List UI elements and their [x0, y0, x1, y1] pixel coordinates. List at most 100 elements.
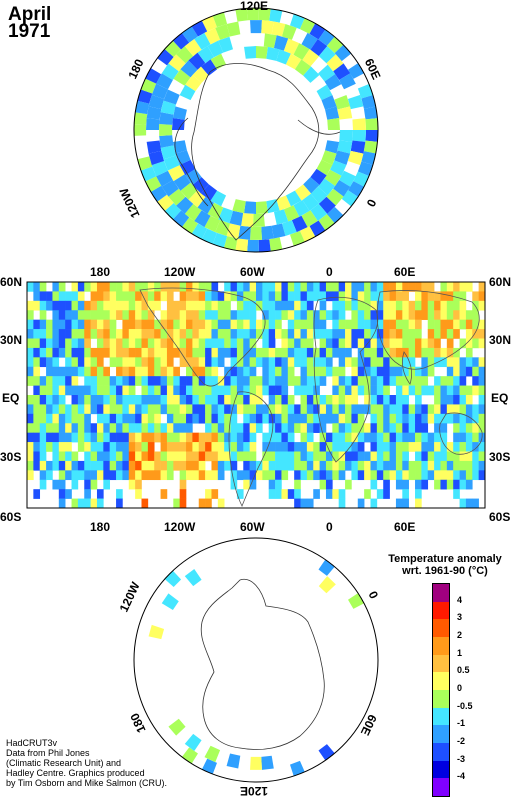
- world-map-cell: [440, 395, 448, 405]
- world-map-cell: [65, 291, 72, 302]
- world-map-cell: [39, 385, 47, 396]
- world-map-cell: [256, 470, 263, 481]
- world-map-cell: [402, 329, 409, 339]
- world-map-cell: [287, 366, 295, 377]
- world-map-cell: [287, 376, 295, 386]
- north-polar-cell: [337, 106, 353, 120]
- world-map-cell: [357, 451, 365, 462]
- world-map-cell: [383, 479, 390, 490]
- world-map-cell: [364, 300, 371, 311]
- south-polar-cell: [250, 756, 262, 770]
- world-map-cell: [192, 300, 200, 311]
- world-map-cell: [402, 404, 409, 415]
- legend-swatch: [433, 707, 449, 726]
- world-map-cell: [192, 385, 200, 396]
- north-polar-cell: [226, 21, 241, 37]
- world-map-cell: [186, 385, 193, 396]
- world-map-cell: [71, 338, 79, 349]
- world-map-cell: [39, 376, 47, 386]
- world-map-cell: [179, 423, 187, 433]
- world-map-cell: [402, 357, 409, 368]
- world-map-cell: [52, 376, 60, 386]
- year-label: 1971: [8, 21, 51, 42]
- world-map-cell: [128, 329, 136, 339]
- world-map-cell: [141, 432, 149, 443]
- world-map-cell: [217, 404, 225, 415]
- world-map-cell: [128, 404, 136, 415]
- world-map-cell: [376, 357, 384, 368]
- world-map-cell: [446, 385, 454, 396]
- world-map-cell: [370, 300, 378, 311]
- world-map-cell: [389, 329, 397, 339]
- world-map-cell: [243, 404, 250, 415]
- world-map-cell: [103, 310, 110, 320]
- world-map-cell: [357, 282, 365, 292]
- world-map-cell: [440, 319, 448, 330]
- north-polar-cell: [293, 200, 310, 217]
- world-map-cell: [319, 347, 327, 358]
- world-map-cell: [332, 470, 339, 481]
- world-map-cell: [160, 329, 168, 339]
- world-map-cell: [65, 376, 72, 386]
- world-map-cell: [135, 479, 142, 490]
- world-map-cell: [71, 366, 79, 377]
- world-map-cell: [96, 385, 104, 396]
- legend-swatch: [433, 760, 449, 779]
- north-polar-cell: [168, 188, 186, 206]
- world-map-cell: [84, 282, 91, 292]
- world-map-cell: [275, 291, 282, 302]
- world-map-cell: [122, 319, 130, 330]
- world-map-cell: [446, 357, 454, 368]
- world-map-cell: [96, 442, 104, 452]
- world-map-cell: [147, 451, 155, 462]
- world-map-cell: [186, 442, 193, 452]
- world-map-cell: [256, 291, 263, 302]
- world-map-cell: [325, 442, 333, 452]
- world-map-cell: [173, 460, 180, 471]
- world-map-cell: [198, 329, 206, 339]
- world-map-cell: [198, 404, 206, 415]
- legend-tick-label: -2: [457, 736, 466, 746]
- north-polar-cell: [276, 195, 291, 211]
- world-map-cell: [427, 470, 435, 481]
- world-map-cell: [434, 329, 441, 339]
- world-map-cell: [402, 310, 409, 320]
- world-map-cell: [249, 395, 257, 405]
- world-map-cell: [434, 310, 441, 320]
- world-map-cell: [262, 385, 270, 396]
- world-map-cell: [128, 470, 136, 481]
- world-map-cell: [370, 282, 378, 292]
- north-polar-cell: [151, 160, 168, 177]
- world-map-cell: [478, 376, 485, 386]
- world-map-cell: [319, 310, 327, 320]
- north-polar-cell: [310, 168, 327, 186]
- world-map-cell: [116, 498, 123, 508]
- world-map-cell: [109, 282, 117, 292]
- world-map-cell: [249, 366, 257, 377]
- world-map-cell: [224, 460, 231, 471]
- world-map-cell: [154, 385, 161, 396]
- north-polar-cell: [192, 177, 209, 194]
- world-map-cell: [281, 347, 289, 358]
- world-map-cell: [58, 451, 66, 462]
- world-map-cell: [421, 338, 429, 349]
- world-map-cell: [154, 404, 161, 415]
- world-map-cell: [395, 498, 403, 508]
- north-polar-cell: [347, 94, 364, 110]
- world-map-cell: [173, 310, 180, 320]
- world-map-cell: [90, 319, 98, 330]
- world-map-cell: [39, 479, 47, 490]
- world-map-cell: [319, 357, 327, 368]
- world-map-cell: [236, 366, 244, 377]
- world-map-cell: [275, 423, 282, 433]
- world-map-cell: [345, 479, 352, 490]
- world-map-cell: [33, 300, 41, 311]
- legend-title-line2: wrt. 1961-90 (°C): [402, 565, 488, 577]
- world-map-cell: [402, 376, 409, 386]
- world-map-cell: [211, 310, 219, 320]
- world-map-cell: [446, 451, 454, 462]
- world-map-cell: [116, 432, 123, 443]
- world-map-cell: [58, 498, 66, 508]
- world-map-cell: [338, 432, 346, 443]
- world-map-cell: [459, 366, 467, 377]
